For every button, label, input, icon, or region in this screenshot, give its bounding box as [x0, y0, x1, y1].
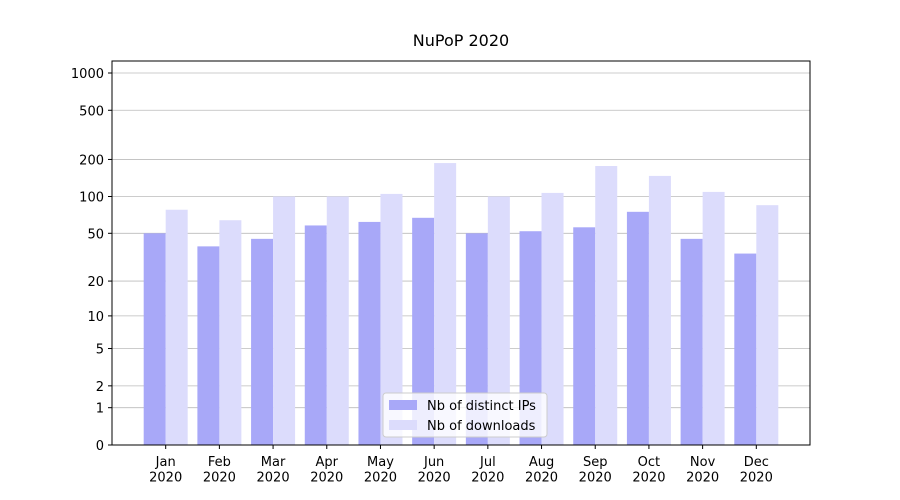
bar — [434, 163, 457, 446]
y-tick-label: 200 — [79, 153, 104, 168]
legend-label: Nb of downloads — [427, 419, 536, 434]
x-tick-label: Jan 2020 — [149, 455, 182, 486]
x-tick-label: May 2020 — [364, 455, 397, 486]
bar — [595, 165, 618, 445]
bar — [380, 193, 403, 445]
bar — [541, 192, 564, 445]
bar — [626, 211, 649, 445]
bar — [573, 227, 596, 445]
y-tick-label: 50 — [87, 227, 104, 242]
legend-swatch — [389, 420, 417, 430]
y-tick-label: 2 — [96, 380, 104, 395]
x-tick-label: Jul 2020 — [471, 455, 504, 486]
bar — [358, 221, 381, 445]
y-tick-label: 100 — [79, 191, 104, 206]
x-tick-label: Nov 2020 — [686, 455, 719, 486]
axes-frame — [111, 60, 811, 446]
y-tick-label: 10 — [87, 310, 104, 325]
y-tick-label: 0 — [96, 439, 104, 454]
bar — [251, 238, 274, 445]
x-tick-label: Aug 2020 — [525, 455, 558, 486]
legend-label: Nb of distinct IPs — [427, 399, 536, 414]
y-tick-label: 1 — [96, 402, 104, 417]
bar — [273, 196, 296, 445]
y-tick-label: 5 — [96, 343, 104, 358]
x-tick-label: Apr 2020 — [310, 455, 343, 486]
bar — [734, 253, 757, 445]
x-tick-label: Mar 2020 — [257, 455, 290, 486]
chart-title: NuPoP 2020 — [413, 31, 509, 50]
bar — [197, 246, 220, 445]
bar — [143, 233, 166, 445]
legend-swatch — [389, 400, 417, 410]
bar — [756, 205, 779, 445]
bar — [412, 217, 435, 445]
bar — [165, 209, 188, 445]
bar — [680, 238, 703, 445]
x-tick-label: Dec 2020 — [740, 455, 773, 486]
y-tick-label: 20 — [87, 275, 104, 290]
legend-box — [382, 392, 548, 438]
bar — [465, 233, 488, 445]
bar — [648, 175, 671, 446]
bar — [219, 220, 242, 445]
y-tick-label: 500 — [79, 104, 104, 119]
bar — [702, 191, 725, 445]
x-tick-label: Feb 2020 — [203, 455, 236, 486]
bar — [326, 196, 349, 445]
bar — [519, 231, 542, 445]
x-tick-label: Sep 2020 — [579, 455, 612, 486]
legend: Nb of distinct IPs Nb of downloads — [382, 392, 548, 438]
y-tick-label: 1000 — [71, 67, 104, 82]
bar — [304, 225, 327, 445]
x-tick-label: Oct 2020 — [632, 455, 665, 486]
x-tick-label: Jun 2020 — [418, 455, 451, 486]
bar — [487, 196, 510, 445]
